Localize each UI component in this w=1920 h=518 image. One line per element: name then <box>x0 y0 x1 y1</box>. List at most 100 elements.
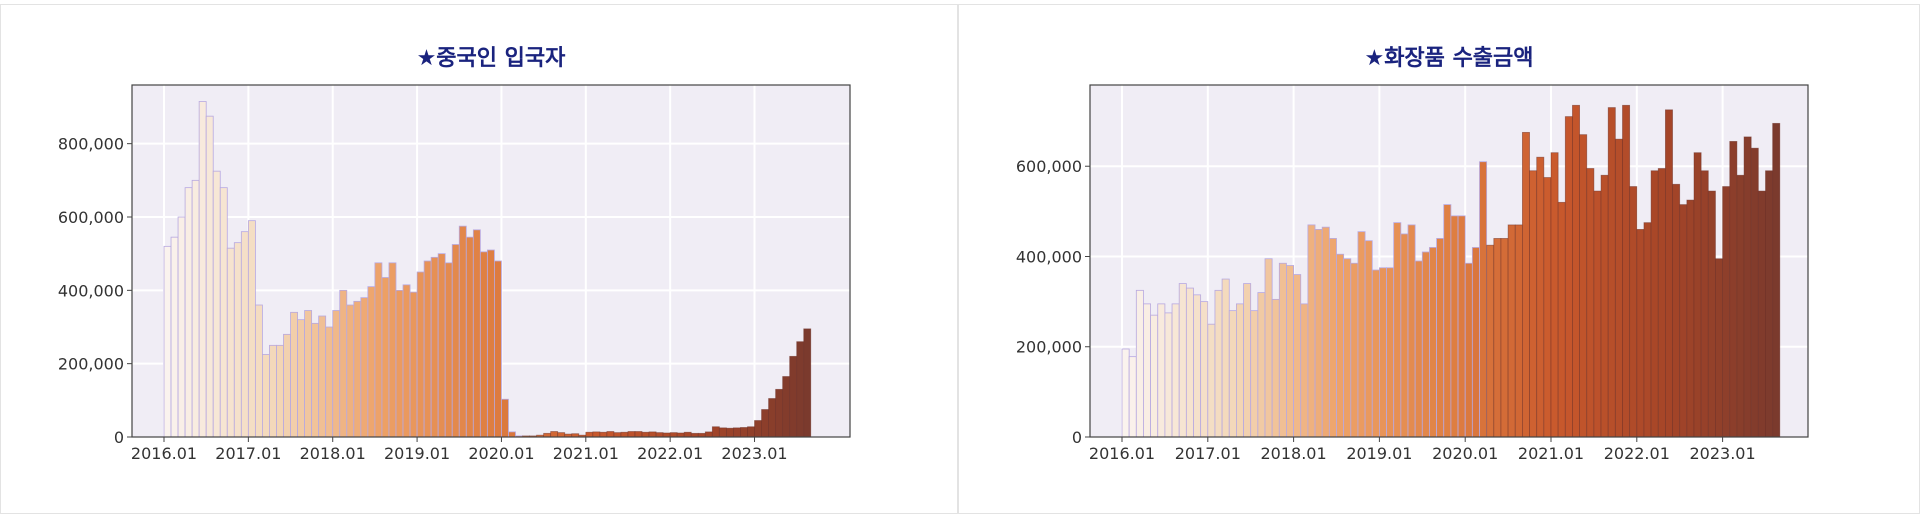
y-tick-label: 600,000 <box>1016 157 1082 176</box>
bar <box>1579 134 1588 438</box>
bar <box>283 333 291 438</box>
bar <box>1193 294 1202 438</box>
bar <box>1614 138 1623 438</box>
bar <box>1529 170 1538 438</box>
bar <box>1657 168 1666 438</box>
bar <box>1536 156 1545 438</box>
bar <box>1736 174 1745 438</box>
bar <box>1471 247 1480 438</box>
x-tick-label: 2016.01 <box>1089 444 1155 463</box>
bar <box>1686 199 1695 438</box>
bar <box>1672 183 1681 438</box>
bar <box>297 319 306 438</box>
x-tick-label: 2020.01 <box>1432 444 1498 463</box>
bar <box>1572 104 1581 438</box>
x-tick-label: 2021.01 <box>553 444 619 463</box>
bar <box>1407 224 1416 438</box>
bar <box>557 432 566 438</box>
bar <box>472 229 481 438</box>
x-tick-label: 2017.01 <box>215 444 281 463</box>
bar <box>388 262 397 438</box>
bar <box>395 289 404 438</box>
bar <box>226 247 235 438</box>
bar <box>163 245 172 438</box>
bar <box>1271 298 1280 438</box>
bar <box>191 179 200 438</box>
bar <box>1414 260 1423 438</box>
plot-frame <box>1089 84 1809 438</box>
bar <box>346 304 355 438</box>
bar <box>1765 170 1774 438</box>
bar <box>740 427 748 438</box>
bar <box>718 427 727 438</box>
bar <box>1207 323 1216 438</box>
x-tick-label: 2018.01 <box>1261 444 1327 463</box>
bar <box>205 115 214 438</box>
bar <box>1400 233 1409 438</box>
bar <box>1307 224 1316 438</box>
x-tick-label: 2020.01 <box>468 444 534 463</box>
bar <box>1300 303 1309 438</box>
chart-title: ★화장품 수출금액 <box>1364 46 1533 71</box>
bar <box>627 431 636 438</box>
bar <box>1364 240 1373 438</box>
bar <box>465 236 474 438</box>
bar <box>1286 265 1295 438</box>
bar <box>1750 147 1759 438</box>
bar <box>494 260 502 438</box>
bar <box>219 187 228 438</box>
bar <box>367 286 376 438</box>
bar <box>1143 303 1151 438</box>
bar <box>240 231 249 438</box>
china-arrivals-chart: ★중국인 입국자 0 200,000 400,000 600,000 800,000 201… <box>58 46 851 463</box>
bar <box>170 236 179 438</box>
x-tick-label: 2023.01 <box>1690 444 1756 463</box>
bar <box>437 253 446 438</box>
bar <box>592 431 601 438</box>
bar <box>402 284 411 438</box>
chart-panel-china-arrivals: ★중국인 입국자 0 200,000 400,000 600,000 800,000 201… <box>0 4 958 514</box>
bar <box>332 310 341 438</box>
bar <box>1636 229 1645 438</box>
bar <box>1314 229 1323 438</box>
x-tick-label: 2019.01 <box>384 444 450 463</box>
plot-frame <box>131 84 851 438</box>
bar <box>486 249 495 438</box>
bar <box>1715 258 1724 438</box>
y-tick-label: 0 <box>114 428 124 447</box>
bar <box>184 187 193 438</box>
bar <box>683 431 692 438</box>
bar <box>676 432 685 438</box>
bar <box>290 311 298 438</box>
bar <box>1293 274 1302 438</box>
bar <box>733 427 741 438</box>
bar <box>1357 231 1366 438</box>
cosmetics-exports-chart: ★화장품 수출금액 0 200,000 400,000 600,000 2016.01 20… <box>1016 46 1809 463</box>
x-tick-label: 2022.01 <box>637 444 703 463</box>
bar <box>1514 224 1523 438</box>
y-tick-label: 600,000 <box>58 208 124 227</box>
bar <box>775 388 784 438</box>
bar <box>501 398 509 438</box>
bar <box>416 271 425 438</box>
bar <box>247 220 256 438</box>
bar <box>276 344 284 438</box>
bar <box>1278 262 1287 438</box>
bar <box>1321 226 1330 438</box>
x-tick-label: 2017.01 <box>1175 444 1241 463</box>
bar <box>662 432 671 438</box>
bar <box>1436 238 1445 438</box>
bar <box>262 354 270 438</box>
bar <box>754 420 762 438</box>
bar <box>381 277 390 438</box>
bar <box>1722 186 1731 438</box>
x-tick-label: 2018.01 <box>300 444 366 463</box>
bar <box>1157 303 1166 438</box>
bar <box>1757 190 1766 438</box>
bar <box>451 244 460 438</box>
bar <box>374 262 383 438</box>
bar <box>1257 292 1266 438</box>
bar <box>1350 262 1359 438</box>
bar <box>634 431 643 438</box>
bar <box>1622 104 1631 438</box>
